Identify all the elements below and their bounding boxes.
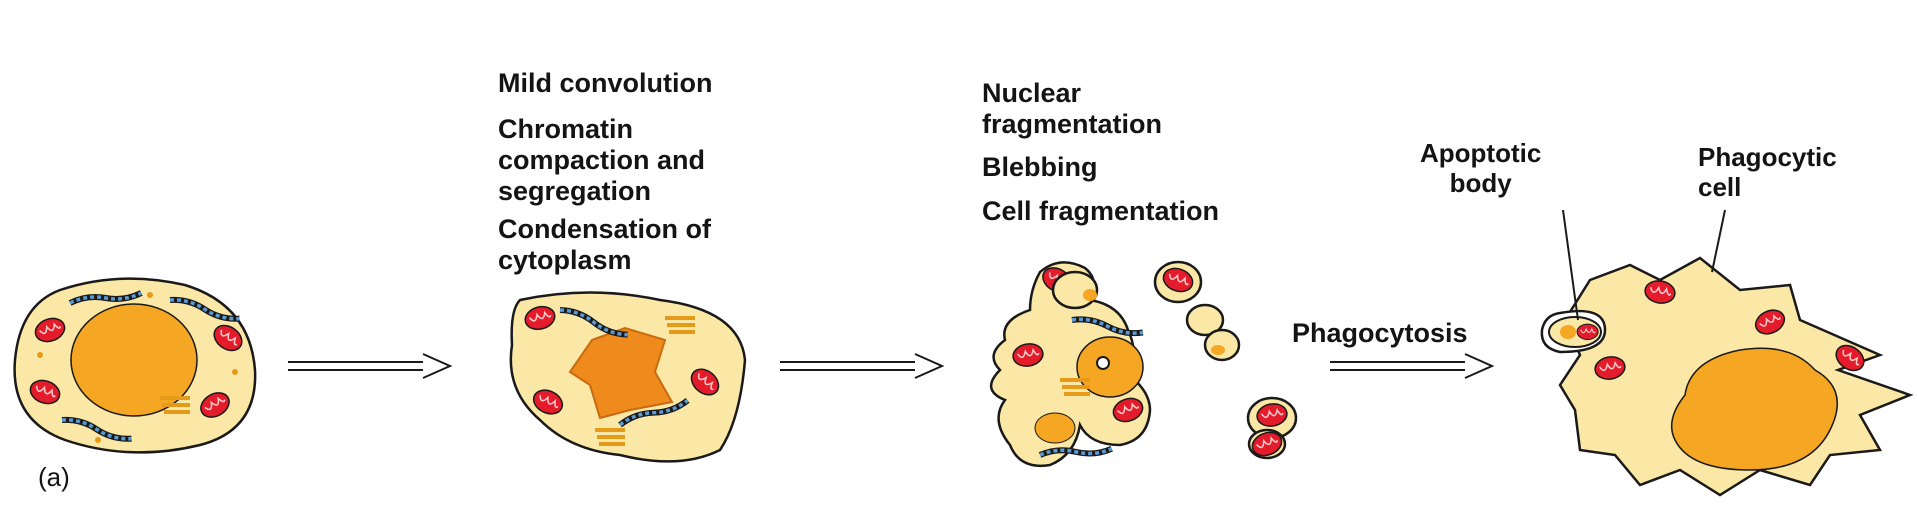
label-apoptotic-body: Apoptotic body <box>1420 138 1542 198</box>
phagocytic-cell <box>1540 209 1914 497</box>
label-phagocytic-cell: Phagocytic cell <box>1698 142 1837 202</box>
arrow-2 <box>779 353 943 379</box>
normal-cell <box>13 277 257 454</box>
label-condensation-cytoplasm: Condensation of cytoplasm <box>498 214 711 275</box>
label-cell-fragmentation: Cell fragmentation <box>982 196 1220 226</box>
label-nuclear-fragmentation: Nuclear fragmentation <box>982 78 1163 139</box>
arrow-3 <box>1329 353 1493 379</box>
blebbing-cell <box>990 260 1298 468</box>
label-blebbing: Blebbing <box>982 152 1098 182</box>
label-chromatin-compaction: Chromatin compaction and segregation <box>498 114 706 206</box>
arrow-1 <box>287 353 451 379</box>
panel-label: (a) <box>38 462 70 492</box>
label-phagocytosis: Phagocytosis <box>1292 318 1468 348</box>
label-mild-convolution: Mild convolution <box>498 68 713 98</box>
convoluted-cell <box>509 291 747 463</box>
